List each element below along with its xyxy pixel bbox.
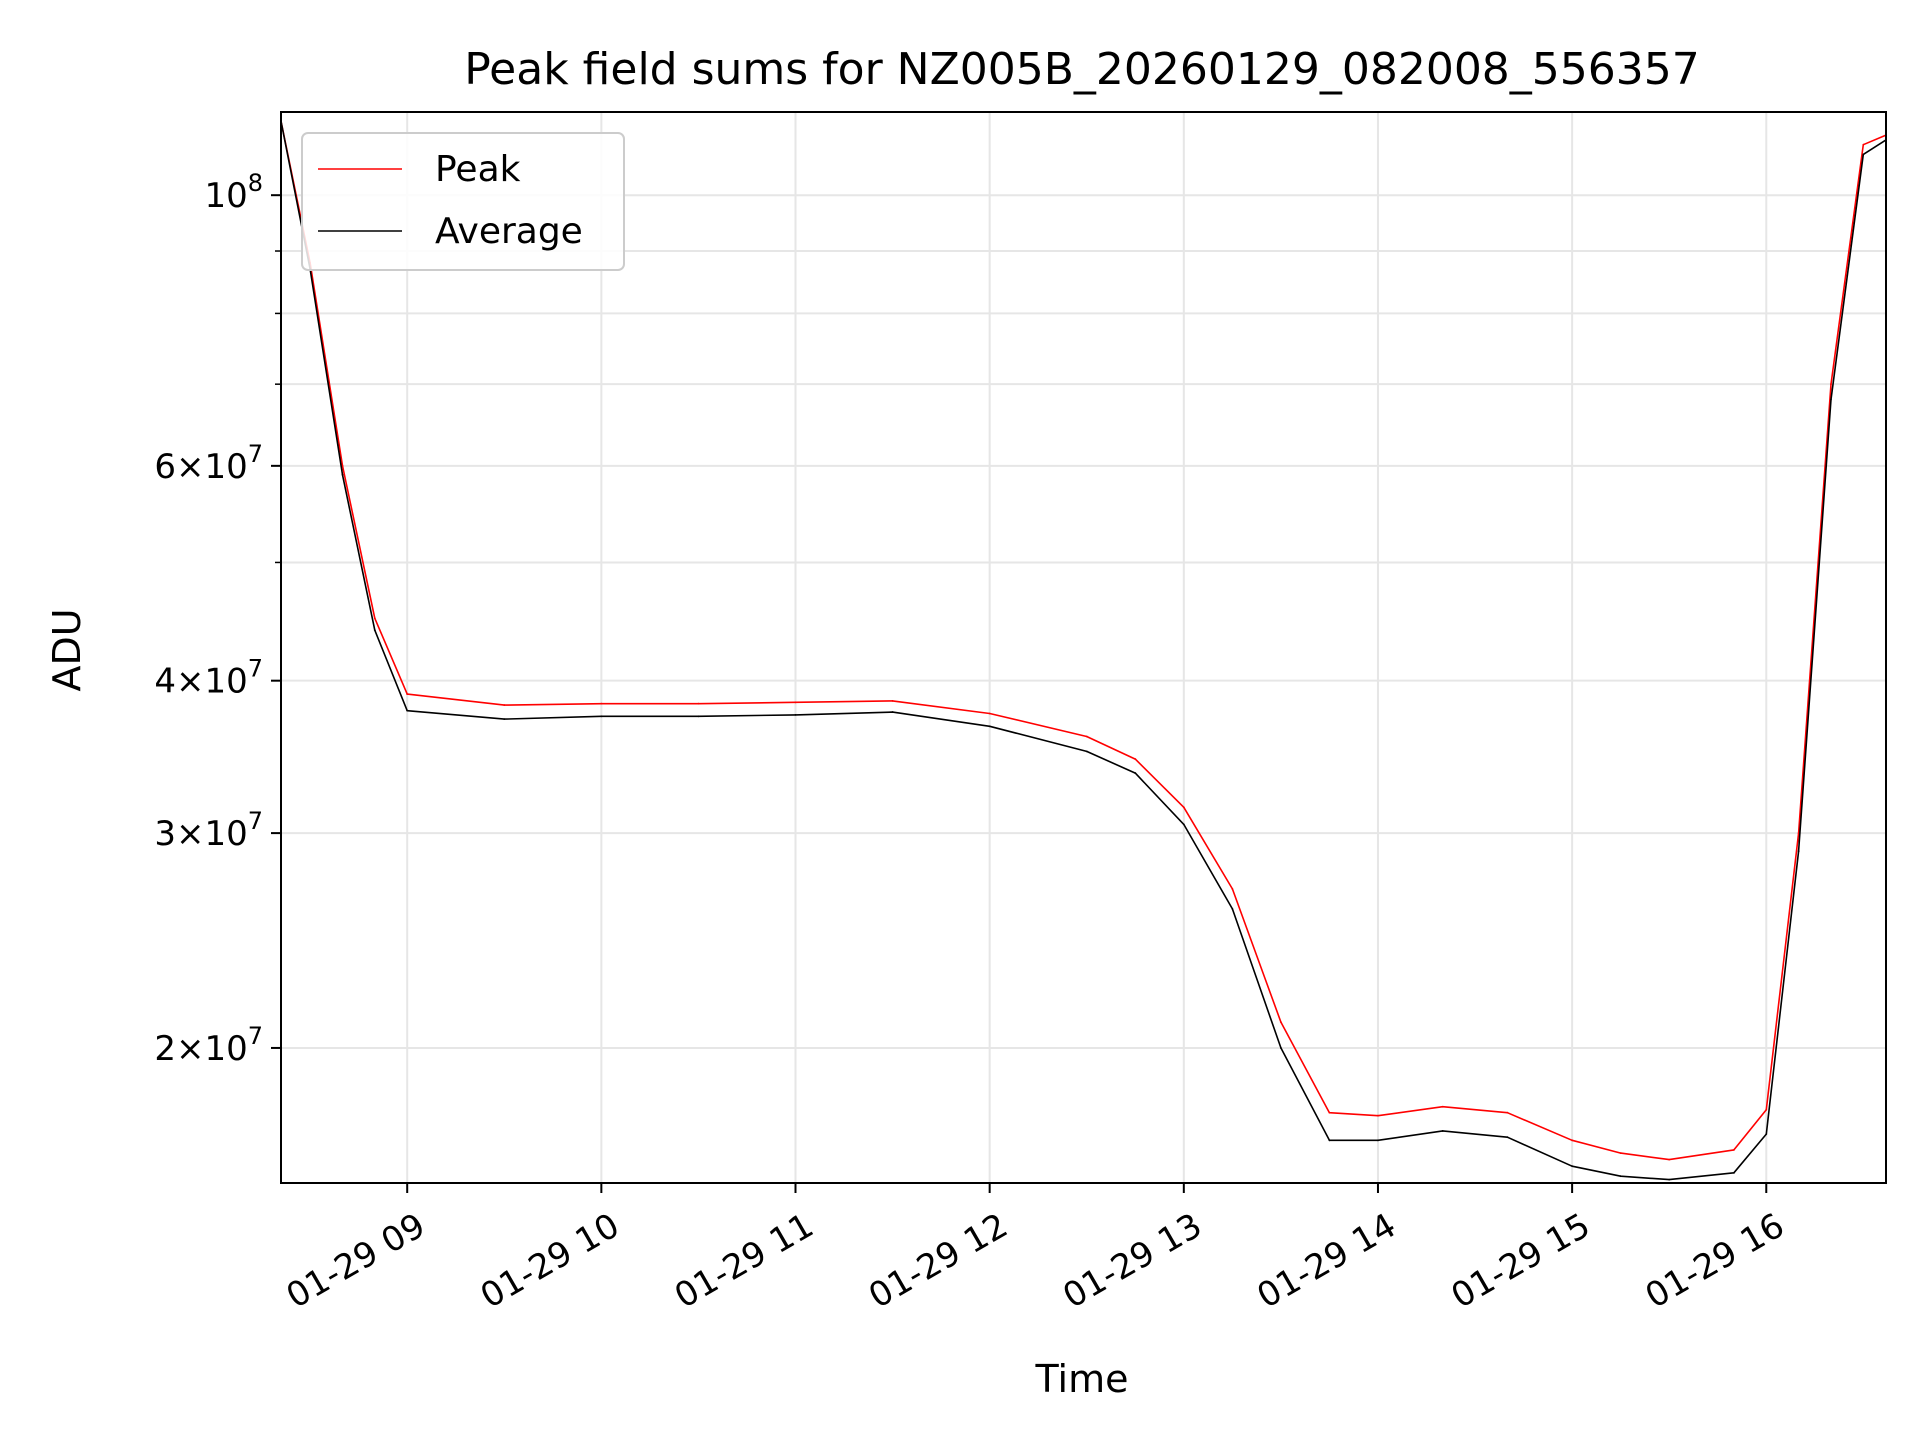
data-point-average (1765, 1133, 1768, 1135)
data-point-peak (1134, 758, 1137, 760)
series-line-average (280, 120, 1887, 1181)
x-tick-label: 01-29 10 (474, 1206, 626, 1317)
data-point-average (1862, 153, 1865, 156)
y-tick-exponent: 8 (248, 169, 263, 197)
legend-label-peak: Peak (435, 149, 521, 190)
data-point-peak (406, 693, 409, 695)
data-point-average (1328, 1139, 1331, 1142)
data-point-average (1134, 772, 1137, 774)
x-tick-label: 01-29 16 (1639, 1206, 1791, 1317)
data-point-peak (503, 704, 506, 706)
data-point-peak (1765, 1108, 1768, 1111)
data-point-average (1571, 1165, 1574, 1168)
series-line-peak (280, 120, 1887, 1161)
data-point-average (1377, 1139, 1379, 1142)
y-tick-label: 6×107 (154, 440, 263, 487)
data-point-peak (1377, 1114, 1379, 1117)
y-tick-exponent: 7 (248, 655, 263, 683)
y-tick-mantissa: 3 (154, 814, 176, 854)
data-point-peak (1182, 806, 1185, 809)
data-point-average (373, 629, 376, 632)
y-tick-label: 108 (204, 169, 263, 216)
data-point-average (891, 711, 894, 713)
x-axis: 01-29 09 01-29 10 01-29 11 01-29 12 01-29 13… (280, 1183, 1791, 1317)
data-point-average (1506, 1136, 1509, 1139)
data-point-average (1231, 908, 1234, 910)
data-point-peak (1279, 1021, 1282, 1023)
chart-title: Peak field sums for NZ005B_20260129_0820… (464, 44, 1700, 95)
data-point-peak (341, 464, 344, 467)
data-point-average (1797, 850, 1800, 852)
data-point-average (341, 473, 344, 476)
data-point-average (697, 715, 700, 718)
data-point-peak (373, 617, 376, 620)
y-tick-exponent: 7 (248, 440, 263, 468)
y-tick-base: 10 (204, 176, 247, 216)
data-point-peak (1862, 143, 1865, 146)
legend-label-average: Average (435, 211, 583, 252)
y-tick-mantissa: 4 (154, 662, 176, 702)
x-tick-label: 01-29 12 (862, 1206, 1014, 1317)
data-point-average (1441, 1130, 1444, 1132)
y-tick-times: ×10 (176, 814, 248, 854)
plot-frame (280, 111, 1887, 1184)
data-point-peak (1328, 1111, 1331, 1114)
y-tick-exponent: 7 (248, 807, 263, 835)
x-tick-label: 01-29 14 (1250, 1206, 1402, 1317)
data-point-average (794, 713, 797, 716)
data-point-average (406, 709, 409, 712)
x-tick-label: 01-29 11 (668, 1206, 820, 1317)
x-tick-label: 01-29 13 (1056, 1206, 1208, 1317)
y-tick-times: ×10 (176, 447, 248, 487)
y-tick-label: 3×107 (154, 807, 263, 854)
x-tick-label: 01-29 09 (280, 1206, 432, 1317)
legend-box (301, 132, 625, 271)
y-tick-exponent: 7 (248, 1022, 263, 1050)
data-point-peak (1231, 888, 1234, 890)
data-point-average (600, 715, 603, 718)
legend: Peak Average (301, 132, 625, 271)
data-point-peak (891, 700, 894, 702)
data-point-average (988, 725, 991, 728)
data-point-peak (697, 702, 700, 705)
data-point-average (503, 718, 506, 721)
y-tick-label: 4×107 (154, 655, 263, 702)
grid (281, 112, 1886, 1183)
y-axis-label: ADU (45, 608, 89, 691)
data-point-average (1182, 823, 1185, 826)
data-point-peak (1733, 1148, 1735, 1151)
x-tick-label: 01-29 15 (1445, 1206, 1597, 1317)
data-point-average (1668, 1178, 1671, 1181)
data-point-peak (1085, 735, 1088, 738)
x-axis-label: Time (1035, 1357, 1129, 1401)
data-point-average (1279, 1047, 1282, 1049)
data-point-peak (1441, 1105, 1444, 1108)
data-point-peak (1506, 1111, 1509, 1114)
data-point-peak (1668, 1158, 1671, 1161)
data-point-average (1733, 1171, 1735, 1174)
data-point-peak (1571, 1139, 1574, 1142)
data-point-average (1830, 398, 1832, 401)
data-point-peak (1619, 1152, 1622, 1154)
y-tick-mantissa: 2 (154, 1029, 176, 1069)
y-tick-label: 2×107 (154, 1022, 263, 1069)
y-tick-mantissa: 6 (154, 447, 176, 487)
data-point-peak (600, 702, 603, 705)
y-tick-times: ×10 (176, 662, 248, 702)
data-point-average (1085, 750, 1088, 753)
y-tick-times: ×10 (176, 1029, 248, 1069)
data-point-peak (1830, 383, 1832, 386)
data-point-average (1619, 1175, 1622, 1178)
plot-lines (280, 120, 1887, 1181)
data-point-peak (794, 701, 797, 704)
data-point-peak (988, 712, 991, 715)
